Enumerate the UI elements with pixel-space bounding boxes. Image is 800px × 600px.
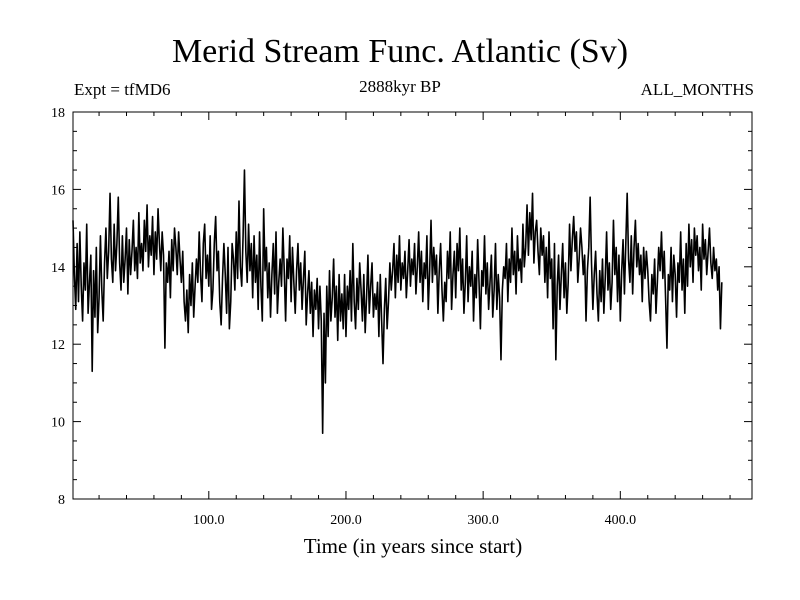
experiment-label: Expt = tfMD6	[74, 80, 171, 99]
chart-title: Merid Stream Func. Atlantic (Sv)	[171, 33, 629, 70]
x-tick-label: 300.0	[467, 513, 499, 528]
months-label: ALL_MONTHS	[640, 80, 754, 99]
tick-labels: 8 10 12 14 16 18 100.0 200.0 300.0 400.0	[51, 106, 636, 528]
x-tick-label: 400.0	[605, 513, 637, 528]
x-tick-label: 100.0	[193, 513, 225, 528]
y-tick-label: 12	[51, 338, 65, 353]
y-tick-label: 14	[51, 261, 65, 276]
x-tick-label: 200.0	[330, 513, 362, 528]
y-tick-label: 10	[51, 416, 65, 431]
x-axis-label: Time (in years since start)	[304, 534, 523, 558]
period-label: 2888kyr BP	[359, 77, 441, 96]
series-line	[72, 169, 723, 435]
y-tick-label: 16	[51, 183, 65, 198]
axis-ticks	[73, 111, 752, 500]
y-tick-label: 8	[58, 493, 65, 508]
y-tick-label: 18	[51, 106, 65, 121]
